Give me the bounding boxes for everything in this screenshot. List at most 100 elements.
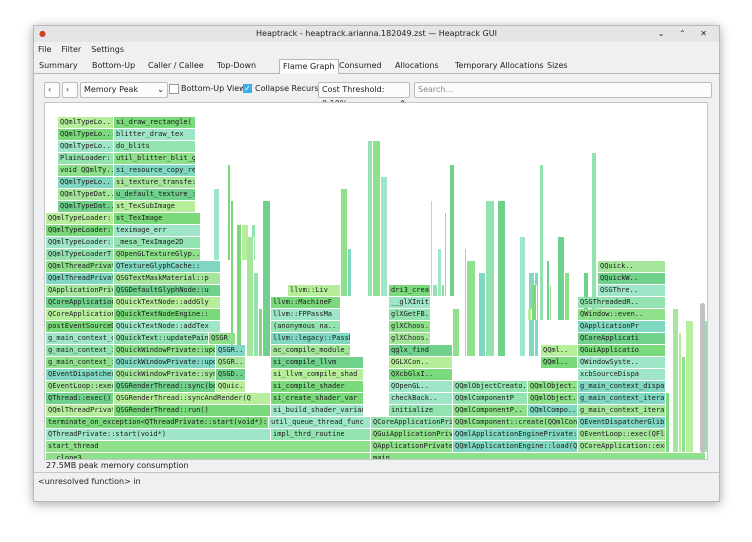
flame-block[interactable]: QQmlObjectCreato.. — [453, 381, 528, 392]
flame-block[interactable] — [259, 309, 263, 356]
tab[interactable]: Top-Down — [217, 61, 257, 70]
flame-block[interactable]: QQuickTextNodeEngine:: — [114, 309, 221, 320]
flame-block[interactable]: QQuickTextNode::addGly — [114, 297, 221, 308]
tab[interactable]: Caller / Callee — [148, 61, 204, 70]
flame-block[interactable] — [550, 285, 552, 320]
flame-block[interactable]: QQuickW.. — [598, 273, 666, 284]
flame-block[interactable]: QThread::exec() — [46, 393, 114, 404]
flame-block[interactable] — [453, 309, 460, 356]
flame-block[interactable]: QSGThreadedR.. — [578, 297, 666, 308]
flame-block[interactable]: QTextureGlyphCache:: — [114, 261, 221, 272]
flame-block[interactable]: ac_compile_module_t — [271, 345, 351, 356]
flame-block[interactable]: QQmlTypeLoaderT.. — [46, 249, 114, 260]
flame-block[interactable] — [368, 141, 373, 296]
flame-block[interactable]: QQmlTypeLo.. — [58, 129, 114, 140]
flame-block[interactable] — [592, 153, 597, 320]
flame-block[interactable]: QEventDispatcherGlib: — [578, 417, 666, 428]
tab[interactable]: Allocations — [395, 61, 439, 70]
flame-block[interactable]: QOpenGLTextureGlyp.. — [114, 249, 201, 260]
flame-block[interactable] — [465, 249, 467, 356]
flame-block[interactable] — [237, 225, 242, 356]
flame-block[interactable] — [498, 201, 506, 356]
flame-block[interactable]: postEventSourceD: — [46, 321, 114, 332]
flame-block[interactable] — [442, 285, 445, 296]
flame-block[interactable]: QSGD.. — [216, 369, 246, 380]
flame-block[interactable]: QSGTextMaskMaterial::p — [114, 273, 221, 284]
flame-block[interactable]: g_main_context_itera — [578, 405, 666, 416]
flame-block[interactable]: QCoreApplication::exe — [578, 441, 666, 452]
flame-block[interactable]: QQuickWindowPrivate::upd — [114, 345, 216, 356]
flame-block[interactable]: QQmlApplicationEngine::load(QU — [453, 441, 578, 452]
flame-block[interactable]: QQmlObject.. — [528, 381, 578, 392]
flame-block[interactable] — [532, 285, 537, 320]
flame-block[interactable]: util_queue_thread_func — [269, 417, 371, 428]
flame-block[interactable]: g_main_context_it — [46, 357, 114, 368]
bottom-up-checkbox[interactable] — [169, 84, 179, 94]
tab[interactable]: Summary — [39, 61, 78, 70]
flame-block[interactable]: QQmlComponentP — [453, 393, 528, 404]
flame-block[interactable]: terminate_on_exception<QThreadPrivate::s… — [46, 417, 269, 428]
flame-block[interactable]: QEventDispatcher. — [46, 369, 114, 380]
tab[interactable]: Bottom-Up — [92, 61, 136, 70]
flame-block[interactable]: PlainLoader: — [58, 153, 114, 164]
flame-block[interactable]: blitter_draw_tex — [114, 129, 196, 140]
flame-block[interactable]: glXChoos.. — [389, 333, 431, 344]
flame-block[interactable]: __glXInit — [389, 297, 431, 308]
flame-block[interactable]: void QQmlTy.. — [58, 165, 114, 176]
flame-block[interactable]: QThreadPrivate::start(void*) — [46, 429, 271, 440]
flame-block[interactable]: xcbSourceDispa — [578, 369, 666, 380]
flame-block[interactable]: u_default_texture_: — [114, 189, 196, 200]
scrollbar[interactable] — [700, 303, 705, 453]
flame-block[interactable]: QQmlTypeDat.. — [58, 189, 114, 200]
flame-block[interactable]: QQml.. — [541, 357, 578, 368]
flame-block[interactable]: QQmlCompo.. — [528, 405, 578, 416]
flame-block[interactable]: QOpenGL.. — [389, 381, 453, 392]
flame-block[interactable]: QQmlObject.. — [528, 393, 578, 404]
forward-button[interactable]: › — [62, 82, 78, 98]
flame-block[interactable] — [597, 297, 600, 320]
flame-block[interactable]: glXChoos.. — [389, 321, 431, 332]
flame-block[interactable] — [438, 249, 442, 296]
flame-block[interactable] — [228, 165, 231, 260]
flame-block[interactable] — [431, 201, 433, 296]
flame-block[interactable] — [666, 393, 670, 452]
flame-block[interactable]: util_blitter_blit_g — [114, 153, 196, 164]
flame-block[interactable]: llvm::MachineF — [271, 297, 341, 308]
flame-block[interactable] — [373, 141, 381, 296]
flame-block[interactable] — [467, 261, 476, 356]
flame-block[interactable]: QQmlTypeLo.. — [58, 141, 114, 152]
flame-block[interactable]: si_texture_transfe: — [114, 177, 196, 188]
flame-block[interactable] — [445, 213, 447, 296]
threshold-spinbox[interactable]: Cost Threshold: 0.10%⇕ — [318, 82, 410, 108]
flame-block[interactable]: __clone3 — [46, 453, 371, 459]
menu-item[interactable]: Settings — [91, 45, 125, 54]
flame-block[interactable]: QQmlThreadPrivat. — [46, 273, 114, 284]
flame-block[interactable]: si_build_shader_varian — [271, 405, 364, 416]
flame-block[interactable]: g_main_context_itera — [578, 393, 666, 404]
flame-block[interactable]: QSGRenderThread::sync(bo — [114, 381, 216, 392]
flame-block[interactable] — [433, 285, 438, 296]
flame-block[interactable] — [231, 201, 234, 356]
flame-block[interactable] — [252, 225, 256, 260]
flame-block[interactable]: st_TexImage — [114, 213, 201, 224]
flame-block[interactable]: QEventLoop::exec(QFla — [578, 429, 666, 440]
back-button[interactable]: ‹ — [44, 82, 60, 98]
flame-block[interactable]: glXGetFB.. — [389, 309, 431, 320]
flame-block[interactable]: main — [371, 453, 706, 459]
flame-block[interactable] — [673, 309, 679, 452]
flame-block[interactable]: initialize — [389, 405, 453, 416]
flame-block[interactable]: si_compile_shader — [271, 381, 364, 392]
flame-block[interactable]: start_thread — [46, 441, 371, 452]
flame-block[interactable]: llvm::legacy::PassM — [271, 333, 351, 344]
flame-block[interactable]: QQuickText::updatePain — [114, 333, 209, 344]
flame-block[interactable]: QEventLoop::exec — [46, 381, 114, 392]
flame-block[interactable]: QQmlTypeLo.. — [58, 177, 114, 188]
flame-block[interactable] — [679, 333, 682, 452]
flame-block[interactable]: QCoreApplicationPri — [371, 417, 453, 428]
flame-block[interactable] — [686, 321, 694, 452]
flame-block[interactable] — [486, 201, 495, 356]
flame-block[interactable]: si_llvm_compile_shad — [271, 369, 364, 380]
flame-block[interactable]: g_main_context_d — [46, 333, 114, 344]
flame-block[interactable]: QWindowSyste.. — [578, 357, 666, 368]
flame-block[interactable]: QCoreApplication: — [46, 297, 114, 308]
